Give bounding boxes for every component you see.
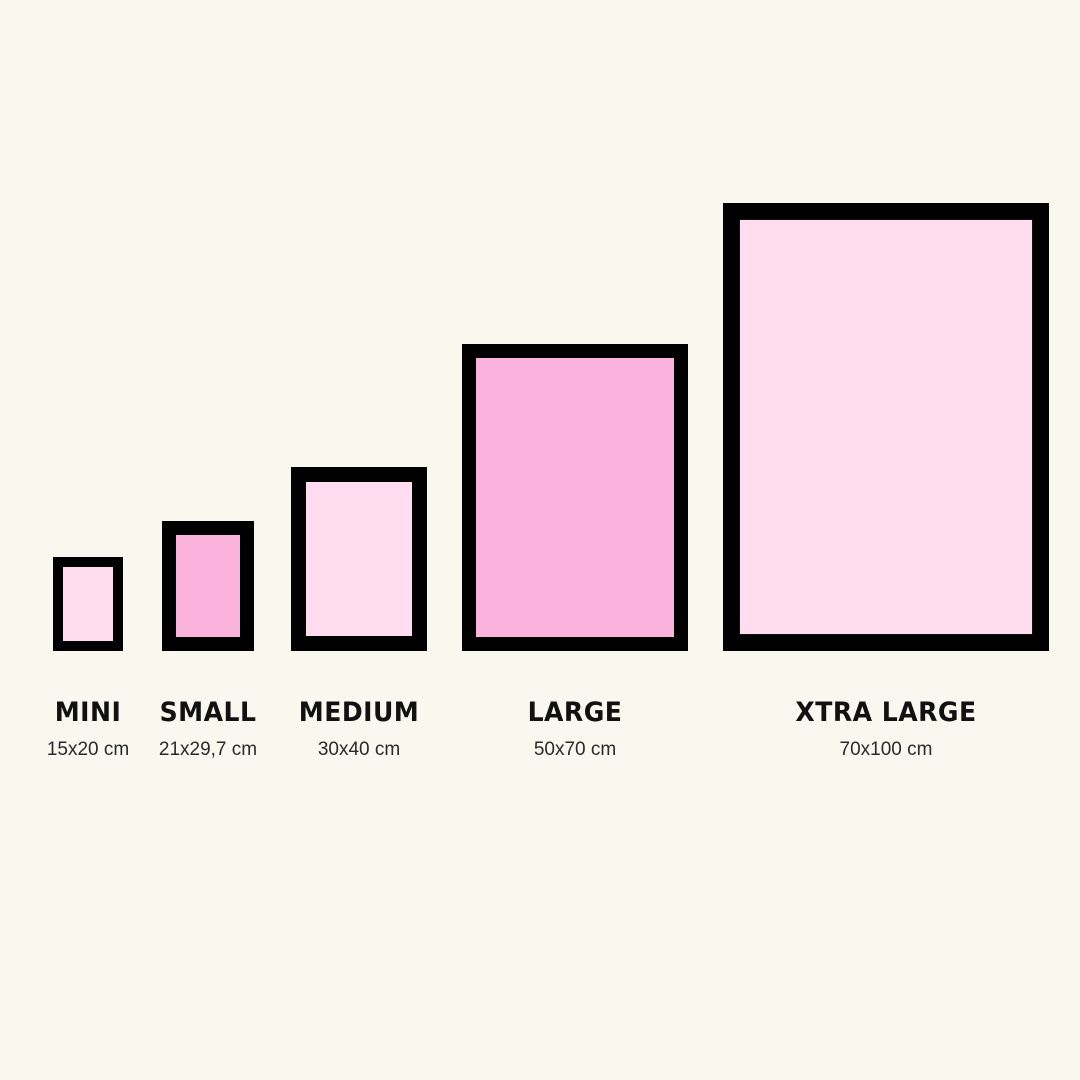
frame-medium[interactable] (291, 467, 427, 651)
frame-label-group-small: SMALL 21x29,7 cm (156, 699, 260, 759)
frame-small[interactable] (162, 521, 254, 651)
frame-size-name-medium: MEDIUM (298, 697, 420, 728)
frame-large[interactable] (462, 344, 688, 651)
frame-size-dimensions-medium: 30x40 cm (317, 739, 401, 760)
frame-size-dimensions-small: 21x29,7 cm (158, 739, 258, 760)
frame-size-name-large: LARGE (527, 697, 623, 728)
frame-mini[interactable] (53, 557, 123, 651)
frame-mat-small (176, 535, 240, 637)
frame-mat-medium (306, 482, 412, 636)
frame-label-group-medium: MEDIUM 30x40 cm (294, 699, 424, 759)
frame-mat-xtra-large (740, 220, 1032, 634)
frame-mat-large (476, 358, 674, 637)
frame-size-name-small: SMALL (159, 697, 257, 728)
frame-mat-mini (63, 567, 113, 641)
frame-label-group-large: LARGE 50x70 cm (524, 699, 626, 759)
frame-size-name-xtra-large: XTRA LARGE (795, 697, 977, 728)
frame-label-group-xtra-large: XTRA LARGE 70x100 cm (789, 699, 984, 759)
frame-size-name-mini: MINI (54, 697, 122, 728)
frame-size-dimensions-xtra-large: 70x100 cm (839, 739, 933, 760)
frame-label-group-mini: MINI 15x20 cm (47, 699, 129, 759)
frame-size-dimensions-large: 50x70 cm (533, 739, 617, 760)
frame-size-dimensions-mini: 15x20 cm (46, 739, 130, 760)
frame-xtra-large[interactable] (723, 203, 1049, 651)
